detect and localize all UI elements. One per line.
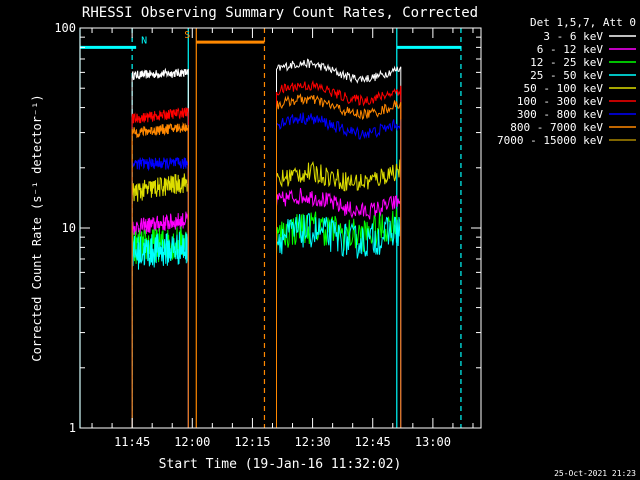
x-tick-label-5: 13:00 (415, 435, 451, 449)
series-300-800keV (131, 112, 402, 428)
axes: 1 10 100 11:45 12:00 12:15 12:30 12:45 13:00 (54, 21, 482, 449)
series-trace-4-1 (276, 159, 402, 428)
y-tick-label-2: 100 (54, 21, 76, 35)
legend-title: Det 1,5,7, Att 0 (530, 16, 636, 29)
y-tick-label-1: 10 (62, 221, 76, 235)
series-trace-5-0 (131, 107, 189, 428)
series-trace-3-0 (131, 232, 189, 428)
marker-label-0: N (141, 35, 147, 46)
series-trace-7-0 (131, 121, 189, 428)
series-trace-0-0 (131, 67, 189, 428)
legend-label-0: 3 - 6 keV (543, 30, 603, 43)
series-trace-3-1 (276, 213, 402, 428)
series-3-6keV (131, 58, 402, 428)
x-tick-label-4: 12:45 (355, 435, 391, 449)
legend-label-5: 100 - 300 keV (517, 95, 603, 108)
legend-label-7: 800 - 7000 keV (510, 121, 603, 134)
series-50-100keV (131, 159, 402, 428)
y-tick-label-0: 1 (69, 421, 76, 435)
series-25-50keV (131, 213, 402, 428)
series-trace-6-1 (276, 112, 402, 428)
series-6-12keV (131, 187, 402, 428)
chart-title: RHESSI Observing Summary Count Rates, Co… (82, 5, 478, 21)
x-tick-label-1: 12:00 (174, 435, 210, 449)
series-trace-6-0 (131, 157, 189, 428)
legend-label-6: 300 - 800 keV (517, 108, 603, 121)
x-tick-label-3: 12:30 (295, 435, 331, 449)
legend-label-4: 50 - 100 keV (524, 82, 604, 95)
x-tick-label-0: 11:45 (114, 435, 150, 449)
y-axis-label: Corrected Count Rate (s⁻¹ detector⁻¹) (30, 94, 44, 361)
legend-label-1: 6 - 12 keV (537, 43, 604, 56)
series-trace-5-1 (276, 79, 402, 428)
x-tick-label-2: 12:15 (234, 435, 270, 449)
series-800-7000keV (131, 93, 402, 428)
x-axis-label: Start Time (19-Jan-16 11:32:02) (159, 457, 402, 472)
marker-label-1: S (184, 30, 190, 41)
series-trace-0-1 (276, 58, 402, 428)
legend-label-2: 12 - 25 keV (530, 56, 603, 69)
series-trace-1-1 (276, 187, 402, 428)
legend-label-8: 7000 - 15000 keV (497, 134, 603, 147)
series-trace-7-1 (276, 93, 402, 428)
legend-label-3: 25 - 50 keV (530, 69, 603, 82)
series-100-300keV (131, 79, 402, 428)
series-trace-4-0 (131, 173, 189, 428)
series-trace-1-0 (131, 211, 189, 428)
footer-timestamp: 25-Oct-2021 21:23 (554, 469, 636, 478)
